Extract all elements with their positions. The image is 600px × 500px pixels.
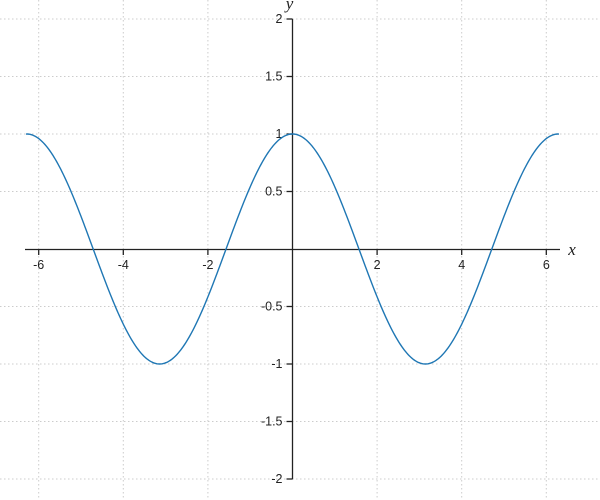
svg-text:x: x <box>567 240 576 259</box>
svg-text:-0.5: -0.5 <box>261 300 283 314</box>
svg-text:1.5: 1.5 <box>265 70 282 84</box>
svg-text:-1: -1 <box>271 357 282 371</box>
svg-text:y: y <box>284 0 294 13</box>
svg-text:-1.5: -1.5 <box>261 415 283 429</box>
svg-text:4: 4 <box>458 258 465 272</box>
svg-text:-2: -2 <box>202 258 213 272</box>
svg-text:0.5: 0.5 <box>265 185 282 199</box>
svg-text:-2: -2 <box>271 472 282 486</box>
svg-text:-6: -6 <box>33 258 44 272</box>
svg-text:2: 2 <box>276 12 283 26</box>
svg-text:6: 6 <box>543 258 550 272</box>
svg-text:-4: -4 <box>118 258 129 272</box>
svg-text:2: 2 <box>374 258 381 272</box>
